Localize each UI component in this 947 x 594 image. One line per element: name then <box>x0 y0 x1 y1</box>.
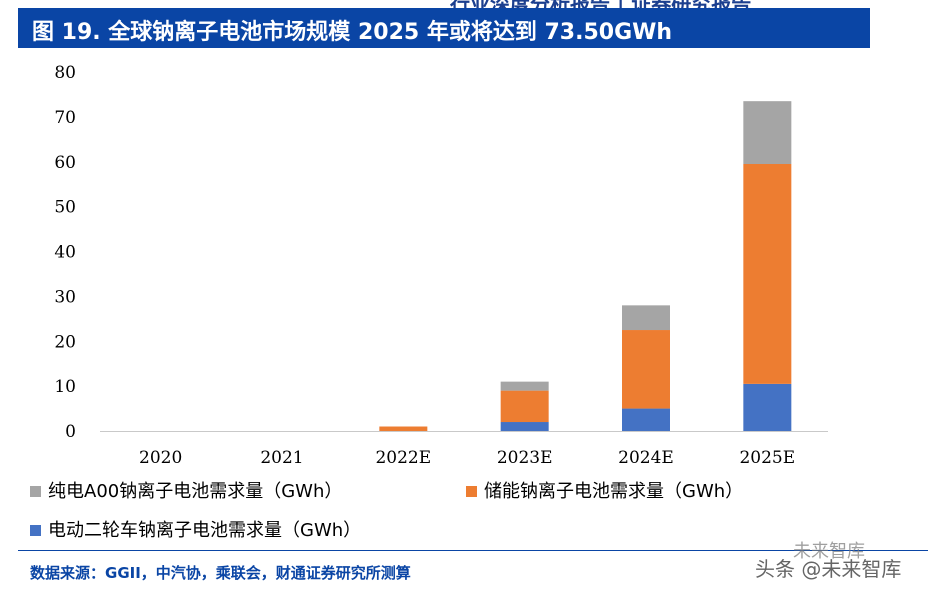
bar-segment <box>743 383 792 431</box>
figure-title-bar: 图 19. 全球钠离子电池市场规模 2025 年或将达到 73.50GWh <box>18 8 870 48</box>
watermark-top: 未来智库 <box>793 541 865 562</box>
bar-series <box>379 101 792 431</box>
x-tick-label: 2023E <box>497 448 553 468</box>
figure-title: 图 19. 全球钠离子电池市场规模 2025 年或将达到 73.50GWh <box>32 20 673 45</box>
x-tick-label: 2022E <box>375 448 431 468</box>
x-axis: 2020 2021 2022E 2023E 2024E 2025E <box>100 431 828 468</box>
x-tick-label: 2020 <box>139 448 182 468</box>
y-tick-label: 80 <box>54 63 76 83</box>
x-tick-label: 2021 <box>260 448 303 468</box>
bar-segment <box>500 390 549 423</box>
footer-divider <box>18 550 928 551</box>
legend-label: 储能钠离子电池需求量（GWh） <box>484 481 743 502</box>
bar-segment <box>622 408 670 431</box>
y-tick-label: 70 <box>54 108 76 128</box>
watermark: 头条 @未来智库 <box>755 557 902 581</box>
bar-segment <box>500 422 549 431</box>
x-tick-label: 2024E <box>618 448 674 468</box>
bar-segment <box>622 305 670 331</box>
y-tick-label: 60 <box>54 153 76 173</box>
bar-segment <box>743 163 792 384</box>
data-source-note: 数据来源：GGII，中汽协，乘联会，财通证券研究所测算 <box>30 564 411 582</box>
legend-label: 纯电A00钠离子电池需求量（GWh） <box>48 481 342 502</box>
legend-swatch <box>30 525 41 536</box>
legend-swatch <box>466 486 477 497</box>
legend-label: 电动二轮车钠离子电池需求量（GWh） <box>48 520 361 541</box>
x-tick-label: 2025E <box>739 448 795 468</box>
y-tick-label: 50 <box>54 198 76 218</box>
y-tick-label: 30 <box>54 287 76 307</box>
legend-swatch <box>30 486 41 497</box>
chart-legend: 纯电A00钠离子电池需求量（GWh） 储能钠离子电池需求量（GWh） 电动二轮车钠离… <box>30 481 743 541</box>
report-header: 行业深度分析报告 | 证券研究报告 <box>0 0 947 8</box>
y-tick-label: 20 <box>54 332 76 352</box>
bar-segment <box>622 330 670 409</box>
bar-segment <box>379 426 428 431</box>
report-header-text: 行业深度分析报告 | 证券研究报告 <box>450 0 751 8</box>
y-axis: 0 10 20 30 40 50 60 70 80 <box>54 63 76 442</box>
bar-segment <box>500 381 549 391</box>
y-tick-label: 0 <box>65 422 76 442</box>
y-tick-label: 40 <box>54 243 76 263</box>
y-tick-label: 10 <box>54 377 76 397</box>
bar-segment <box>743 101 792 164</box>
